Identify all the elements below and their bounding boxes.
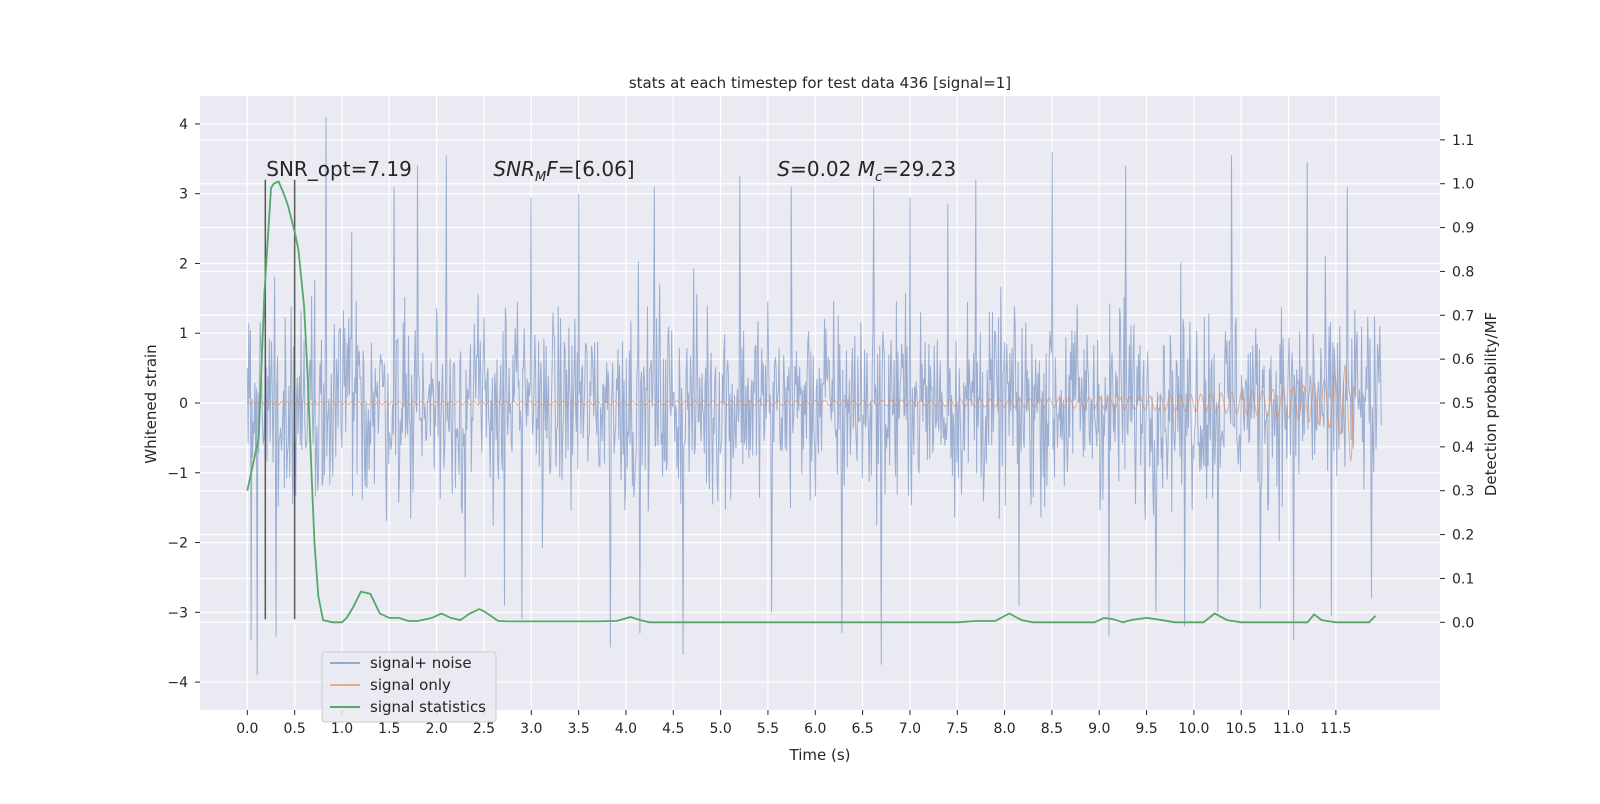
annotation-part: F bbox=[546, 157, 558, 181]
y-right-tick-label: 0.1 bbox=[1452, 571, 1474, 587]
legend-label-signal-statistics: signal statistics bbox=[370, 698, 486, 716]
x-tick-label: 0.0 bbox=[236, 721, 258, 737]
y-right-tick-label: 0.9 bbox=[1452, 221, 1474, 237]
y-right-axis-label: Detection probability/MF bbox=[1482, 312, 1500, 496]
x-tick-label: 3.5 bbox=[567, 721, 589, 737]
y-tick-label: −4 bbox=[167, 675, 188, 691]
marker-lines bbox=[264, 179, 296, 620]
y-tick-label: 1 bbox=[179, 326, 188, 342]
x-tick-label: 2.0 bbox=[426, 721, 448, 737]
x-tick-label: 1.5 bbox=[378, 721, 400, 737]
x-tick-label: 11.5 bbox=[1320, 721, 1351, 737]
x-tick-label: 1.0 bbox=[331, 721, 353, 737]
annotations: SNR_opt=7.19 SNRMF=[6.06] S=0.02 Mc=29.23 bbox=[266, 157, 956, 185]
y-right-tick-label: 0.8 bbox=[1452, 264, 1474, 280]
y-tick-label: 2 bbox=[179, 256, 188, 272]
x-tick-label: 5.0 bbox=[709, 721, 731, 737]
y-tick-label: −3 bbox=[167, 605, 188, 621]
data-layer bbox=[246, 116, 1382, 676]
x-tick-label: 3.0 bbox=[520, 721, 542, 737]
y-tick-label: −2 bbox=[167, 536, 188, 552]
annotation-part: M bbox=[858, 157, 875, 181]
grid-lines bbox=[200, 96, 1440, 710]
y-axis-label: Whitened strain bbox=[142, 344, 160, 463]
y-right-tick-label: 1.1 bbox=[1452, 133, 1474, 149]
y-right-tick-label: 0.4 bbox=[1452, 440, 1474, 456]
annotation-part: M bbox=[535, 170, 546, 185]
x-tick-label: 4.5 bbox=[662, 721, 684, 737]
x-tick-label: 4.0 bbox=[615, 721, 637, 737]
annotation-part: S bbox=[777, 157, 790, 181]
y-right-tick-label: 0.5 bbox=[1452, 396, 1474, 412]
x-tick-label: 0.5 bbox=[284, 721, 306, 737]
x-tick-label: 2.5 bbox=[473, 721, 495, 737]
x-tick-label: 10.5 bbox=[1226, 721, 1257, 737]
y-tick-label: 4 bbox=[179, 117, 188, 133]
y-right-tick-label: 0.3 bbox=[1452, 484, 1474, 500]
legend: signal+ noise signal only signal statist… bbox=[321, 651, 497, 723]
x-tick-label: 5.5 bbox=[757, 721, 779, 737]
legend-label-signal-only: signal only bbox=[370, 676, 451, 694]
x-tick-label: 7.5 bbox=[946, 721, 968, 737]
x-tick-label: 8.5 bbox=[1041, 721, 1063, 737]
x-tick-label: 11.0 bbox=[1273, 721, 1304, 737]
x-tick-label: 9.0 bbox=[1088, 721, 1110, 737]
annotation-text: SNRMF=[6.06] bbox=[493, 157, 634, 185]
y-right-tick-label: 1.0 bbox=[1452, 177, 1474, 193]
y-tick-label: 3 bbox=[179, 187, 188, 203]
x-tick-label: 10.0 bbox=[1178, 721, 1209, 737]
annotation-text: SNR_opt=7.19 bbox=[266, 157, 412, 181]
chart-title: stats at each timestep for test data 436… bbox=[629, 74, 1011, 92]
annotation-part: SNR_opt=7.19 bbox=[266, 157, 412, 181]
series-signal-only-line bbox=[246, 364, 1356, 463]
annotation-part: =29.23 bbox=[882, 157, 956, 181]
series-signal-statistics-line bbox=[246, 180, 1377, 624]
annotation-text: S=0.02 Mc=29.23 bbox=[777, 157, 956, 185]
x-tick-label: 9.5 bbox=[1135, 721, 1157, 737]
x-tick-label: 8.0 bbox=[993, 721, 1015, 737]
y-right-tick-label: 0.0 bbox=[1452, 615, 1474, 631]
annotation-part: c bbox=[875, 170, 882, 185]
x-axis-label: Time (s) bbox=[789, 746, 851, 764]
y-right-tick-label: 0.7 bbox=[1452, 308, 1474, 324]
y-right-tick-label: 0.6 bbox=[1452, 352, 1474, 368]
legend-label-signal-noise: signal+ noise bbox=[370, 654, 472, 672]
annotation-part: =0.02 bbox=[790, 157, 858, 181]
y-right-tick-label: 0.2 bbox=[1452, 528, 1474, 544]
x-tick-label: 6.0 bbox=[804, 721, 826, 737]
series-signal-noise-line bbox=[246, 116, 1382, 676]
annotation-part: =[6.06] bbox=[558, 157, 635, 181]
axis-ticks: 0.0 0.5 1.0 1.5 2.0 2.5 3.0 3.5 4.0 4.5 5.0 5.5 6.0 6… bbox=[167, 117, 1474, 737]
legend-box bbox=[321, 651, 497, 723]
y-tick-label: −1 bbox=[167, 466, 188, 482]
annotation-part: SNR bbox=[493, 157, 535, 181]
x-tick-label: 7.0 bbox=[899, 721, 921, 737]
y-tick-label: 0 bbox=[179, 396, 188, 412]
x-tick-label: 6.5 bbox=[851, 721, 873, 737]
